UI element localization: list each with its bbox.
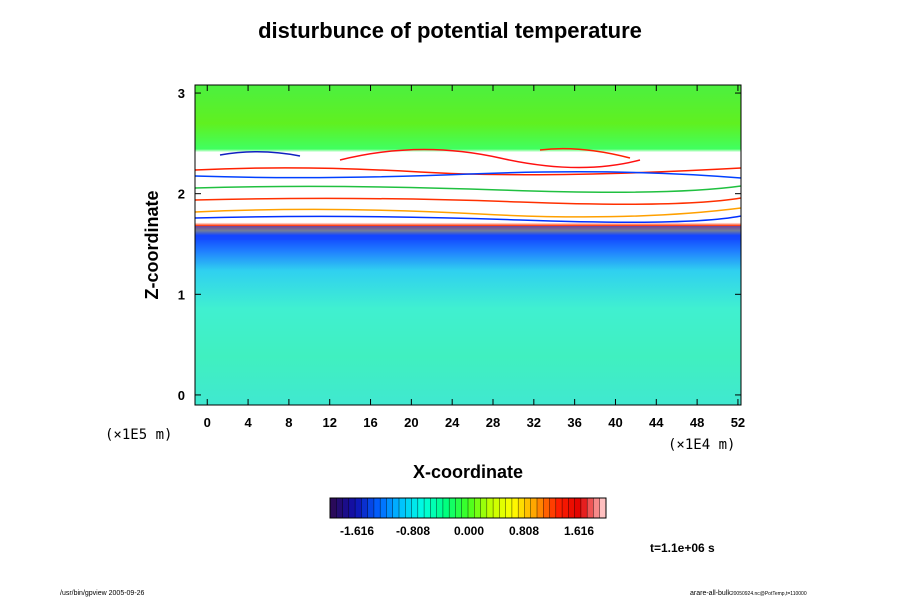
x-tick-label: 8 [285,415,292,430]
y-axis-label: Z-coordinate [142,190,162,299]
colorbar-cell [342,498,350,518]
colorbar-cell [562,498,569,518]
x-tick-label: 32 [527,415,541,430]
colorbar-cell [474,498,482,518]
y-tick-label: 0 [178,388,185,403]
colorbar-cell [417,498,425,518]
footer-right-small: 20050924.nc@PotTemp,t=110000 [730,591,807,597]
colorbar-cell [486,498,494,518]
colorbar-cell [411,498,419,518]
x-tick-label: 48 [690,415,704,430]
colorbar-cell [493,498,500,518]
colorbar-cell [574,498,582,518]
colorbar-label: 0.000 [454,524,484,538]
colorbar-cell [405,498,413,518]
colorbar-cell [480,498,488,518]
colorbar-cell [537,498,544,518]
colorbar-cell [392,498,400,518]
colorbar-frame [329,497,607,519]
footer-right: arare-all-bulk20050924.nc@PotTemp,t=1100… [690,590,807,597]
colorbar-label: -1.616 [340,524,374,538]
colorbar-cell [499,498,507,518]
colorbar-cell [373,498,381,518]
colorbar-cell [587,498,594,518]
colorbar-cell [599,498,607,518]
colorbar-label: 0.808 [509,524,539,538]
colorbar-cell [555,498,563,518]
colorbar-cell [568,498,576,518]
x-tick-label: 28 [486,415,500,430]
x-tick-label: 0 [204,415,211,430]
x-tick-label: 52 [731,415,745,430]
colorbar-cell [361,498,369,518]
x-tick-label: 40 [608,415,622,430]
x-scale-label: (×1E4 m) [668,437,735,453]
footer-left: /usr/bin/gpview 2005-09-26 [60,590,145,597]
colorbar-cell [468,498,475,518]
x-tick-label: 24 [445,415,460,430]
colorbar-cell [386,498,394,518]
colorbar-cell [348,498,356,518]
heatmap-field [195,85,741,405]
colorbar-cell [436,498,444,518]
colorbar-cell [461,498,469,518]
y-scale-label: (×1E5 m) [105,427,172,443]
x-tick-label: 36 [567,415,581,430]
y-tick-label: 1 [178,287,185,302]
colorbar-cell [511,498,519,518]
chart-title: disturbunce of potential temperature [258,18,642,43]
colorbar-cell [549,498,557,518]
footer-right-main: arare-all-bulk [690,590,731,597]
x-tick-label: 12 [322,415,336,430]
colorbar-cell [367,498,375,518]
x-tick-label: 4 [244,415,252,430]
colorbar-cell [424,498,431,518]
colorbar-cell [336,498,344,518]
contour-streaks [194,147,742,223]
colorbar-cell [455,498,463,518]
colorbar-cell [449,498,456,518]
colorbar-cell [543,498,551,518]
x-tick-label: 16 [363,415,377,430]
colorbar-cell [580,498,588,518]
colorbar-cell [505,498,513,518]
blue-layer [195,226,741,240]
y-tick-label: 2 [178,187,185,202]
x-tick-label: 20 [404,415,418,430]
colorbar [329,497,607,519]
colorbar-cell [530,498,538,518]
y-axis-ticks: 0 1 2 3 [178,86,741,403]
x-axis-label: X-coordinate [413,462,523,482]
x-axis-ticks: 0 4 8 12 16 20 24 28 32 36 40 44 48 52 [204,85,745,430]
colorbar-cell [442,498,450,518]
colorbar-label: -0.808 [396,524,430,538]
x-tick-label: 44 [649,415,664,430]
colorbar-cell [430,498,438,518]
y-tick-label: 3 [178,86,185,101]
colorbar-cell [355,498,362,518]
colorbar-cell [330,498,337,518]
plot-frame [194,84,742,406]
colorbar-ticks: -1.616 -0.808 0.000 0.808 1.616 [340,524,594,538]
colorbar-label: 1.616 [564,524,594,538]
time-label: t=1.1e+06 s [650,541,715,555]
colorbar-cell [380,498,387,518]
colorbar-cell [524,498,532,518]
colorbar-cell [518,498,525,518]
colorbar-cell [399,498,406,518]
colorbar-cell [593,498,601,518]
